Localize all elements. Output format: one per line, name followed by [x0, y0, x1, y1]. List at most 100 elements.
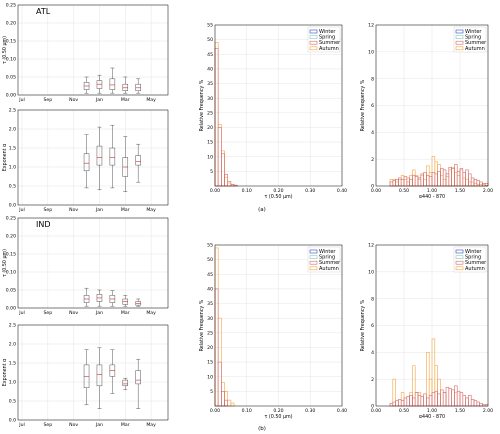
chart8-xlabel: α440 - 870	[419, 414, 445, 420]
chart1-xtick-label: Nov	[69, 97, 78, 103]
chart7-ylabel: Relative Frequency %	[199, 299, 205, 351]
chart7-ytick-label: 5	[210, 389, 213, 395]
chart4-bar-autumn	[431, 156, 436, 187]
chart4-xlabel: α440 - 870	[419, 194, 445, 200]
chart8-ytick-label: 12	[368, 243, 374, 249]
chart4-bar-summer	[431, 172, 436, 187]
chart4-bar-summer	[414, 176, 419, 187]
chart8-bar-summer	[454, 385, 458, 407]
chart7-legend-label: Winter	[319, 249, 336, 255]
chart6-axes-frame	[17, 324, 169, 421]
chart6-ytick-label: 1.0	[9, 380, 16, 386]
chart4-bar-autumn	[451, 166, 455, 187]
chart5-box	[135, 301, 141, 306]
chart8-bar-summer	[437, 393, 441, 407]
chart4-bar-summer	[428, 176, 433, 187]
chart1-xtick-label: Mar	[121, 97, 130, 103]
chart7-bar-autumn	[230, 402, 235, 407]
chart4-legend-swatch-summer	[455, 40, 464, 45]
chart3-legend-swatch-autumn	[309, 46, 318, 51]
chart6-ytick-label: 2.0	[9, 342, 16, 348]
chart2-ytick-label: 1.5	[9, 146, 16, 152]
chart3-axes-frame	[214, 24, 343, 187]
chart8-legend-swatch-summer	[455, 260, 464, 265]
chart1-ytick-label: 0.10	[6, 57, 16, 63]
chart3-xtick-label: 0.40	[337, 188, 347, 194]
chart4-bar-autumn	[465, 178, 469, 187]
chart4-bar-summer	[403, 176, 408, 187]
chart4-xtick-label: 2.00	[483, 188, 493, 194]
chart2-axes-frame	[17, 109, 169, 206]
chart7-bar-summer	[217, 361, 222, 407]
chart8-bar-autumn	[431, 338, 436, 407]
chart6-ytick-label: 1.5	[9, 361, 16, 367]
chart2-xtick-label: Mar	[121, 207, 130, 213]
chart3-ytick-label: 50	[207, 37, 213, 43]
chart1-ytick-label: 0.15	[6, 39, 16, 45]
chart7-legend-label: Autumn	[319, 266, 339, 272]
chart6-xtick-label: Jul	[18, 422, 25, 428]
chart6-xtick-label: Sep	[43, 422, 52, 428]
chart5-ytick-label: 0.10	[6, 270, 16, 276]
chart8-bar-summer	[412, 397, 416, 407]
chart6-box	[135, 370, 141, 385]
chart4-bar-autumn	[389, 178, 394, 187]
chart8-bar-summer	[434, 390, 438, 407]
chart2-ytick-label: 2.5	[9, 108, 16, 114]
chart6-ytick-label: 2.5	[9, 323, 16, 329]
chart3-legend-swatch-winter	[309, 29, 318, 34]
chart5-ytick-label: 0.25	[6, 216, 16, 222]
chart6-ytick-label: 0.0	[9, 418, 16, 424]
chart8-bar-summer	[414, 392, 419, 407]
chart4-legend-swatch-winter	[455, 29, 464, 34]
chart4-bar-autumn	[392, 178, 396, 187]
chart4-bar-autumn	[428, 172, 433, 187]
chart3-ytick-label: 35	[207, 81, 213, 87]
chart8-bar-autumn	[417, 392, 422, 407]
chart7-bar-summer	[224, 399, 228, 407]
chart4-bar-summer	[392, 180, 396, 187]
chart3-ytick-label: 40	[207, 67, 213, 73]
chart6-ylabel: Exponent α	[2, 359, 8, 386]
chart4-ytick-label: 6	[371, 103, 374, 109]
chart4-bar-autumn	[462, 177, 466, 187]
chart3-xtick-label: 0.20	[273, 188, 283, 194]
chart7-axes-frame	[214, 244, 343, 407]
chart8-bar-summer	[465, 397, 469, 407]
chart3-legend-label: Summer	[319, 40, 341, 46]
chart8-bar-autumn	[400, 392, 405, 407]
chart4-bar-autumn	[395, 181, 399, 187]
chart4-bar-summer	[426, 174, 430, 187]
chart7-ytick-label: 40	[207, 287, 213, 293]
chart4-ytick-label: 0	[371, 184, 374, 190]
chart1-title: ATL	[36, 7, 51, 16]
chart5-ytick-label: 0.05	[6, 288, 16, 294]
chart3-bar-autumn	[227, 182, 232, 187]
chart4-legend-swatch-autumn	[455, 46, 464, 51]
chart8-bar-summer	[406, 396, 410, 407]
chart8-bar-autumn	[454, 392, 458, 407]
chart8-bar-summer	[420, 396, 424, 407]
chart5-ytick-label: 0.00	[6, 306, 16, 312]
chart7-xtick-label: 0.10	[242, 408, 252, 414]
chart8-bar-summer	[400, 400, 405, 407]
chart2-xtick-label: May	[146, 207, 156, 213]
chart6-ytick-label: 0.5	[9, 399, 16, 405]
chart7-ytick-label: 30	[207, 316, 213, 322]
chart8-xtick-label: 1.50	[455, 408, 465, 414]
chart4-legend-label: Autumn	[465, 46, 485, 52]
chart8-bar-summer	[428, 394, 433, 407]
chart8-xtick-label: 2.00	[483, 408, 493, 414]
chart8-bar-summer	[456, 390, 461, 407]
chart6-xtick-label: Mar	[121, 422, 130, 428]
chart4-xtick-label: 0.50	[399, 188, 409, 194]
chart7-ytick-label: 35	[207, 301, 213, 307]
chart5-xtick-label: Mar	[121, 310, 130, 316]
chart4-bar-summer	[456, 170, 461, 187]
chart7-legend-swatch-spring	[309, 255, 318, 259]
chart8-bar-summer	[479, 403, 483, 407]
chart7-xtick-label: 0.30	[305, 408, 315, 414]
chart8-bar-summer	[392, 401, 396, 407]
chart4-legend-label: Spring	[465, 35, 481, 41]
